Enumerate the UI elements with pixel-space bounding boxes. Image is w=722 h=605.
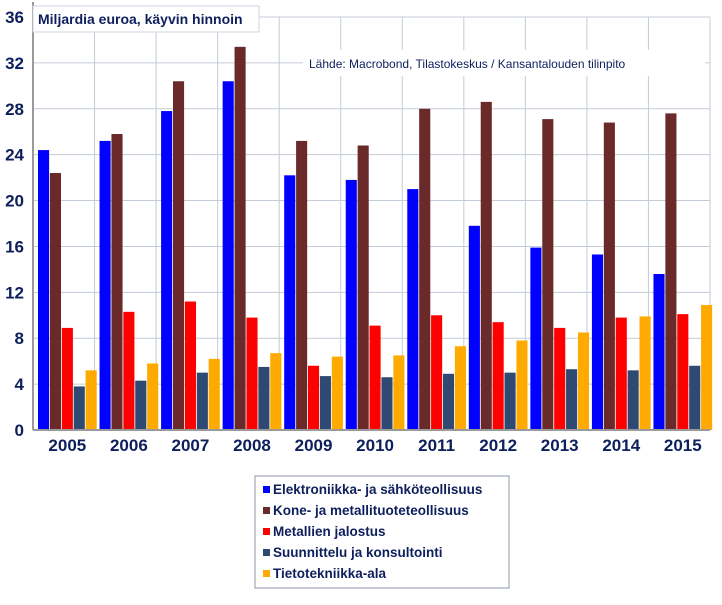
legend: Elektroniikka- ja sähköteollisuus Kone- j… [254,475,510,589]
bar [234,46,246,430]
bar [85,370,97,430]
bar [270,353,282,430]
bar [172,81,185,430]
bar [653,273,665,430]
bar [677,314,689,430]
bar [284,175,296,430]
x-tick-label: 2007 [172,436,210,455]
x-tick-label: 2014 [602,436,640,455]
x-tick-label: 2013 [541,436,579,455]
source-box: Lähde: Macrobond, Tilastokeskus / Kansan… [303,50,705,76]
y-tick-label: 8 [15,329,24,348]
legend-swatch [263,549,270,556]
chart-title: Miljardia euroa, käyvin hinnoin [38,11,243,27]
bar [123,311,135,430]
source-note: Lähde: Macrobond, Tilastokeskus / Kansan… [309,57,626,71]
y-tick-labels: 0 4 8 12 16 20 24 28 32 36 [5,8,24,440]
bar [530,247,542,430]
bar [381,377,393,430]
legend-label: Suunnittelu ja konsultointi [273,545,443,560]
bar [393,355,405,430]
bar [147,363,159,430]
legend-label: Kone- ja metallituoteteollisuus [273,503,469,518]
bar [504,372,516,430]
bar [419,108,431,431]
x-tick-labels: 2005 2006 2007 2008 2009 2010 2011 2012 2013 2014… [48,436,701,455]
bar [208,358,220,430]
axes [32,2,710,431]
bar [331,356,343,430]
bar [135,380,147,430]
x-tick-label: 2010 [356,436,394,455]
bar [246,317,258,430]
bar [357,145,369,430]
bar [61,327,73,430]
legend-swatch [263,528,270,535]
bar [542,119,554,430]
bar [516,340,528,430]
y-tick-label: 12 [5,283,24,302]
bar [554,327,566,430]
bar [615,317,627,430]
x-tick-label: 2012 [479,436,517,455]
x-tick-label: 2006 [110,436,148,455]
bar [577,332,590,430]
title-box: Miljardia euroa, käyvin hinnoin [32,5,260,33]
y-tick-label: 16 [5,237,24,256]
bar [99,140,111,430]
bar [492,322,504,430]
legend-label: Elektroniikka- ja sähköteollisuus [273,482,482,497]
bar [184,301,196,430]
bars [38,46,713,431]
bar [701,304,713,430]
bar [627,370,639,430]
x-tick-label: 2011 [418,436,455,455]
bar [319,376,331,430]
bar [591,254,604,430]
y-tick-label: 28 [5,100,24,119]
bar [603,122,615,431]
bar [566,369,578,430]
bar [639,316,651,430]
bar [196,372,208,430]
x-tick-label: 2015 [664,436,702,455]
x-tick-label: 2008 [233,436,271,455]
bar [49,173,61,430]
bar [161,111,173,431]
bar [431,315,443,430]
y-tick-label: 20 [5,192,24,211]
y-tick-label: 32 [5,54,24,73]
bar [307,365,320,430]
y-tick-label: 0 [15,421,24,440]
bar [38,150,50,431]
bar [222,81,234,430]
y-tick-label: 24 [5,146,24,165]
y-tick-label: 4 [15,375,25,394]
bar [665,113,677,430]
bar [407,189,419,430]
bar [345,179,357,430]
legend-label: Metallien jalostus [273,524,386,539]
bar [111,134,123,430]
legend-label: Tietotekniikka-ala [273,566,387,581]
legend-swatch [263,486,270,493]
bar [689,365,701,430]
x-tick-label: 2005 [48,436,86,455]
bar [442,373,455,430]
x-tick-label: 2009 [295,436,333,455]
bar [296,140,308,430]
bar [454,346,466,430]
legend-swatch [263,570,270,577]
legend-swatch [263,507,270,514]
bar [468,225,480,430]
bar [480,101,492,431]
bar [258,366,270,430]
legend-box [254,475,510,589]
bar [369,325,381,430]
bar [73,386,85,430]
y-tick-label: 36 [5,8,24,27]
